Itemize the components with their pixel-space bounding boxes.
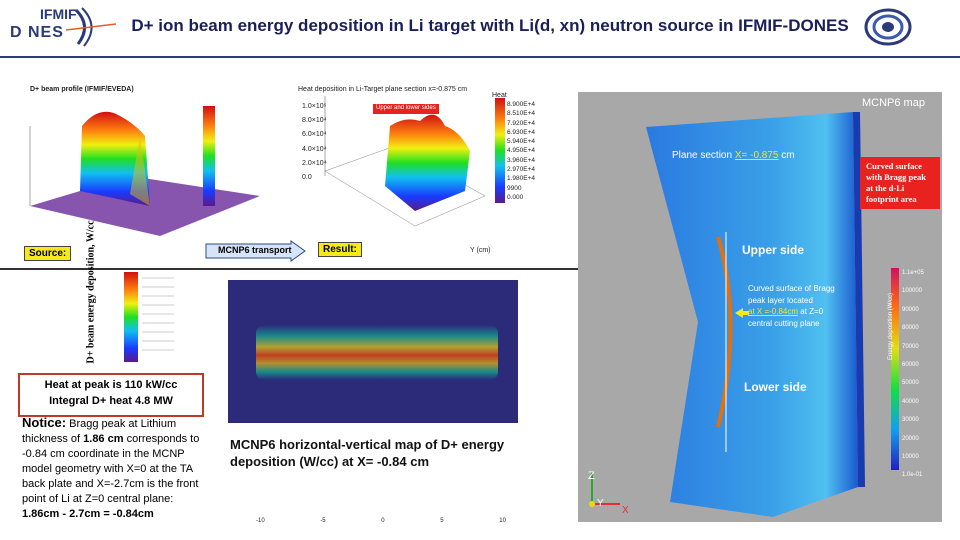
cbar-tick: 1.0e-01 xyxy=(902,472,923,479)
cbar-tick: 40000 xyxy=(902,398,919,405)
energy-deposition-ylabel-wrap: D+ beam energy deposition, W/cc xyxy=(68,220,118,368)
source-label: Source: xyxy=(24,246,72,261)
energy-deposition-ylabel: D+ beam energy deposition, W/cc xyxy=(85,220,97,364)
bragg-note-line: central cutting plane xyxy=(748,318,820,328)
map-xtick: 0 xyxy=(381,518,385,524)
cbar-tick: 20000 xyxy=(902,435,919,442)
heat-ytick: 1.0×10⁵ xyxy=(302,103,327,110)
logo-text-top: IFMIF xyxy=(40,6,77,22)
heat-legend-value: 0.000 xyxy=(507,193,524,201)
heat-ytick: 6.0×10⁴ xyxy=(302,131,327,139)
profile-title: D+ beam profile (IFMIF/EVEDA) xyxy=(30,86,134,93)
notice-text-1: Bragg peak at Lithium thickness of xyxy=(22,418,177,445)
plane-section-unit: cm xyxy=(778,150,795,161)
notice-label: Notice: xyxy=(22,415,67,430)
heat-legend-value: 5.940E+4 xyxy=(507,138,536,146)
bragg-peak-note: Curved surface of Bragg peak layer locat… xyxy=(748,283,852,329)
upper-lower-sides-callout: Upper and lower sides xyxy=(376,105,436,111)
plane-section-label: Plane section X= -0.875 cm xyxy=(672,150,795,161)
cbar-tick: 10000 xyxy=(902,454,919,461)
cbar-tick: 70000 xyxy=(902,343,919,350)
notice-bold-1: 1.86 cm xyxy=(83,433,124,445)
cbar-tick: 100000 xyxy=(902,288,923,295)
heat-legend-value: 8.510E+4 xyxy=(507,110,536,118)
cbar-tick: 1.1e+05 xyxy=(902,270,924,276)
transport-label: MCNP6 transport xyxy=(218,245,292,255)
map-xticks: -10 -5 0 5 10 xyxy=(256,518,506,524)
heat-plot-title: Heat deposition in Li-Target plane secti… xyxy=(298,86,468,93)
bragg-note-z: at Z=0 xyxy=(798,307,824,316)
section-divider xyxy=(0,268,578,270)
mcnp6-map-label: MCNP6 map xyxy=(862,97,925,109)
cbar-tick: 50000 xyxy=(902,380,919,387)
y-axis-label: Y (cm) xyxy=(470,247,491,254)
pointer-arrow-icon xyxy=(735,308,749,318)
beam-profile-plot xyxy=(29,106,260,236)
notice-paragraph: Notice: Bragg peak at Lithium thickness … xyxy=(22,415,212,522)
heat-ytick: 4.0×10⁴ xyxy=(302,145,327,153)
horizontal-vertical-map xyxy=(228,280,518,423)
curved-surface-callout: Curved surface with Bragg peak at the d-… xyxy=(860,157,940,209)
heat-ytick: 2.0×10⁴ xyxy=(302,159,327,167)
mcnp6-3d-render xyxy=(589,112,899,517)
plane-section-prefix: Plane section xyxy=(672,150,735,161)
bragg-note-line: Curved surface of Bragg peak layer locat… xyxy=(748,284,835,305)
lower-side-label: Lower side xyxy=(744,380,807,394)
heat-legend-value: 8.900E+4 xyxy=(507,101,536,108)
heat-legend-value: 1.980E+4 xyxy=(507,175,536,183)
heat-legend: 8.900E+4 8.510E+4 7.920E+4 6.930E+4 5.94… xyxy=(507,100,535,202)
bottom-colorbar xyxy=(124,272,174,362)
right-colorbar-ticks: 1.1e+05 100000 90000 80000 70000 60000 5… xyxy=(902,264,924,485)
heat-yticks: 1.0×10⁵ 8.0×10⁴ 6.0×10⁴ 4.0×10⁴ 2.0×10⁴ … xyxy=(302,100,327,185)
cbar-tick: 90000 xyxy=(902,306,919,313)
map-caption: MCNP6 horizontal-vertical map of D+ ener… xyxy=(230,437,505,469)
heat-legend-value: 9900 xyxy=(507,184,522,192)
cbar-tick: 80000 xyxy=(902,325,919,332)
cbar-tick: 30000 xyxy=(902,417,919,424)
axis-z-label: Z xyxy=(588,470,595,482)
axis-y-label: Y xyxy=(597,498,604,509)
notice-text-2: corresponds to -0.84 cm coordinate in th… xyxy=(22,433,200,505)
heat-legend-value: 4.950E+4 xyxy=(507,147,536,155)
map-xtick: 10 xyxy=(499,518,506,524)
axis-x-label: X xyxy=(622,505,629,516)
ifmif-dones-logo xyxy=(65,7,116,47)
institution-emblem-icon xyxy=(864,8,912,46)
logo-text-bottom: D NES xyxy=(10,24,64,41)
heat-legend-value: 7.920E+4 xyxy=(507,119,536,127)
cbar-tick: 60000 xyxy=(902,362,919,369)
heat-ytick: 0.0 xyxy=(302,174,312,182)
page-title: D+ ion beam energy deposition in Li targ… xyxy=(131,16,849,35)
heat-deposition-plot xyxy=(324,96,505,227)
heat-legend-value: 6.930E+4 xyxy=(507,128,536,136)
result-label: Result: xyxy=(318,242,362,257)
map-xtick: 5 xyxy=(440,518,444,524)
heat-peak-text: Heat at peak is 110 kW/cc xyxy=(44,379,178,391)
header-bar xyxy=(0,0,960,58)
map-xtick: -10 xyxy=(256,518,265,524)
plane-section-value: X= -0.875 xyxy=(734,150,779,161)
heat-ytick: 8.0×10⁴ xyxy=(302,117,327,125)
transport-arrow-icon xyxy=(205,240,306,262)
heat-legend-value: 3.960E+4 xyxy=(507,156,536,164)
map-xtick: -5 xyxy=(320,518,326,524)
upper-side-label: Upper side xyxy=(742,243,805,257)
bragg-note-value: at X =-0.84cm xyxy=(748,307,799,316)
notice-bold-2: 1.86cm - 2.7cm = -0.84cm xyxy=(22,508,154,520)
integral-heat-text: Integral D+ heat 4.8 MW xyxy=(49,395,173,407)
colorbar-title: Energy deposition (W/cc) xyxy=(888,292,894,360)
heat-peak-box: Heat at peak is 110 kW/cc Integral D+ he… xyxy=(18,373,204,417)
heat-legend-value: 2.970E+4 xyxy=(507,166,536,174)
heat-axis-label: Heat xyxy=(492,92,507,99)
